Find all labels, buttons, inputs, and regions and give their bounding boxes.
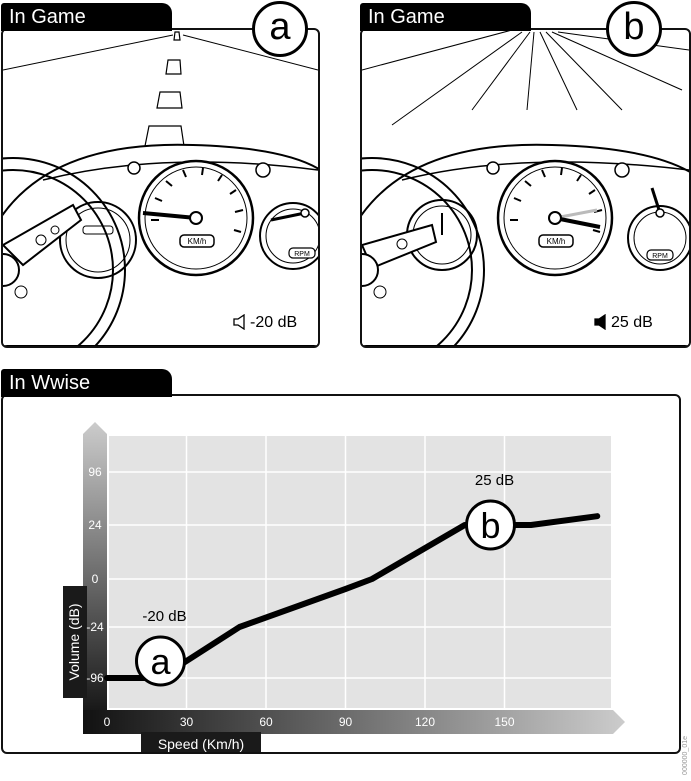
y-axis-label: Volume (dB) xyxy=(66,603,82,680)
y-label-box xyxy=(63,586,87,698)
volume-readout-a: -20 dB xyxy=(233,313,298,332)
annotation-badge-letter: a xyxy=(150,641,171,682)
badge-b: b xyxy=(606,1,662,57)
volume-value-a: -20 dB xyxy=(250,314,298,331)
y-axis-bar xyxy=(83,422,107,722)
tab-in-game-a: In Game xyxy=(1,3,172,31)
badge-a: a xyxy=(252,1,308,57)
wwise-panel: Volume (dB) Speed (Km/h) 96 24 0 -24 -96 0 30 6… xyxy=(1,394,681,754)
y-tick-label: 24 xyxy=(88,518,102,532)
game-panel-b: KM/h RPM 25 dB xyxy=(360,28,691,348)
x-tick-label: 30 xyxy=(180,715,194,729)
speed-unit-label-a: KM/h xyxy=(188,237,207,246)
volume-readout-b: 25 dB xyxy=(594,313,653,332)
x-tick-label: 120 xyxy=(415,715,435,729)
x-tick-label: 0 xyxy=(104,715,111,729)
y-tick-label: 96 xyxy=(88,465,102,479)
tab-in-game-b: In Game xyxy=(360,3,531,31)
x-tick-label: 150 xyxy=(494,715,514,729)
y-tick-label: -24 xyxy=(86,620,104,634)
game-panel-a: KM/h RPM -20 dB xyxy=(1,28,320,348)
volume-value-b: 25 dB xyxy=(611,314,653,331)
x-axis-bar xyxy=(83,710,625,734)
annotation-badge-circle xyxy=(135,635,186,687)
annotation-badge-circle xyxy=(465,499,516,551)
x-label-box xyxy=(141,732,261,752)
x-tick-label: 90 xyxy=(339,715,353,729)
dashboard-illustration-b: KM/h RPM xyxy=(362,30,689,346)
speaker-quiet-icon xyxy=(233,313,245,331)
plot-area xyxy=(109,436,611,708)
speed-unit-label-b: KM/h xyxy=(547,237,566,246)
figure-code: 000000_01e xyxy=(682,736,689,775)
x-tick-label: 60 xyxy=(259,715,273,729)
y-tick-label: 0 xyxy=(92,572,99,586)
y-tick-label: -96 xyxy=(86,671,104,685)
volume-speed-curve-chart: Volume (dB) Speed (Km/h) 96 24 0 -24 -96 0 30 6… xyxy=(63,422,625,752)
annotation-b: b 25 dB xyxy=(465,472,516,551)
annotation-badge-letter: b xyxy=(480,505,500,546)
annotation-a: a -20 dB xyxy=(135,608,187,687)
rpm-label-a: RPM xyxy=(294,251,310,258)
rpm-label-b: RPM xyxy=(652,253,668,260)
speaker-loud-icon xyxy=(594,313,606,331)
tab-in-wwise: In Wwise xyxy=(1,369,172,397)
annotation-label: -20 dB xyxy=(142,608,186,625)
annotation-label: 25 dB xyxy=(475,472,514,489)
dashboard-illustration-a: KM/h RPM xyxy=(3,31,318,346)
x-axis-label: Speed (Km/h) xyxy=(158,736,244,752)
